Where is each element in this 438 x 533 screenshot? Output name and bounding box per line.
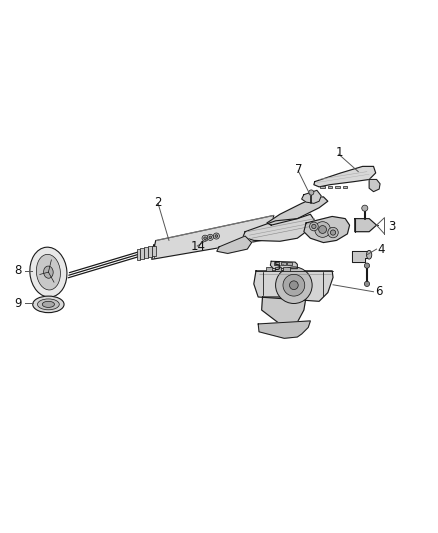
- Circle shape: [328, 228, 338, 238]
- Circle shape: [364, 263, 370, 268]
- Ellipse shape: [36, 254, 60, 290]
- FancyBboxPatch shape: [266, 268, 272, 271]
- Polygon shape: [302, 190, 321, 204]
- FancyBboxPatch shape: [275, 268, 281, 271]
- FancyBboxPatch shape: [274, 262, 279, 265]
- Text: 9: 9: [14, 297, 22, 310]
- Circle shape: [362, 205, 368, 211]
- FancyBboxPatch shape: [152, 246, 155, 256]
- Ellipse shape: [38, 299, 59, 310]
- Text: 7: 7: [295, 164, 302, 176]
- Polygon shape: [314, 166, 376, 187]
- Polygon shape: [267, 197, 328, 225]
- Polygon shape: [254, 271, 333, 301]
- FancyBboxPatch shape: [328, 185, 332, 188]
- Ellipse shape: [42, 301, 54, 308]
- FancyBboxPatch shape: [281, 262, 286, 265]
- Text: 8: 8: [14, 264, 22, 277]
- Circle shape: [204, 237, 206, 239]
- Polygon shape: [355, 219, 377, 232]
- Ellipse shape: [367, 251, 372, 259]
- Polygon shape: [261, 297, 306, 324]
- Text: 3: 3: [388, 220, 395, 233]
- Polygon shape: [243, 214, 315, 241]
- FancyBboxPatch shape: [148, 246, 152, 257]
- Ellipse shape: [44, 266, 53, 278]
- Circle shape: [330, 230, 336, 235]
- Ellipse shape: [33, 296, 64, 313]
- Circle shape: [202, 235, 208, 241]
- Ellipse shape: [30, 247, 67, 297]
- Polygon shape: [152, 215, 274, 260]
- Circle shape: [215, 235, 218, 237]
- Text: 4: 4: [378, 243, 385, 256]
- FancyBboxPatch shape: [137, 249, 141, 260]
- Text: 6: 6: [375, 285, 382, 298]
- Circle shape: [276, 267, 312, 303]
- Circle shape: [209, 236, 212, 239]
- FancyBboxPatch shape: [283, 268, 290, 271]
- Circle shape: [310, 222, 318, 231]
- Polygon shape: [270, 261, 297, 269]
- Text: 14: 14: [191, 240, 206, 253]
- Polygon shape: [352, 251, 369, 262]
- Circle shape: [312, 224, 316, 229]
- FancyBboxPatch shape: [140, 248, 144, 259]
- Circle shape: [290, 281, 298, 289]
- FancyBboxPatch shape: [287, 262, 292, 265]
- Circle shape: [309, 190, 314, 195]
- FancyBboxPatch shape: [144, 247, 148, 258]
- Polygon shape: [217, 236, 252, 254]
- Polygon shape: [369, 180, 380, 192]
- Text: 1: 1: [336, 146, 343, 159]
- Circle shape: [283, 274, 305, 296]
- Polygon shape: [304, 216, 350, 243]
- Circle shape: [315, 222, 330, 237]
- Text: 5: 5: [273, 261, 280, 273]
- FancyBboxPatch shape: [343, 185, 347, 188]
- Polygon shape: [258, 321, 311, 338]
- Circle shape: [213, 233, 219, 239]
- Circle shape: [319, 225, 326, 233]
- Circle shape: [364, 281, 370, 287]
- Circle shape: [207, 235, 213, 240]
- FancyBboxPatch shape: [321, 185, 325, 188]
- FancyBboxPatch shape: [335, 185, 339, 188]
- Text: 2: 2: [155, 196, 162, 208]
